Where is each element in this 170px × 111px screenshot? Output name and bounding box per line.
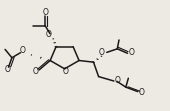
Text: O: O xyxy=(46,30,51,39)
Text: O: O xyxy=(139,88,144,97)
Text: O: O xyxy=(20,46,25,55)
Text: O: O xyxy=(99,48,105,57)
Text: O: O xyxy=(62,67,68,76)
Text: O: O xyxy=(43,8,48,17)
Text: O: O xyxy=(5,65,11,74)
Text: O: O xyxy=(33,67,39,76)
Text: O: O xyxy=(128,48,134,57)
Text: O: O xyxy=(114,76,120,85)
